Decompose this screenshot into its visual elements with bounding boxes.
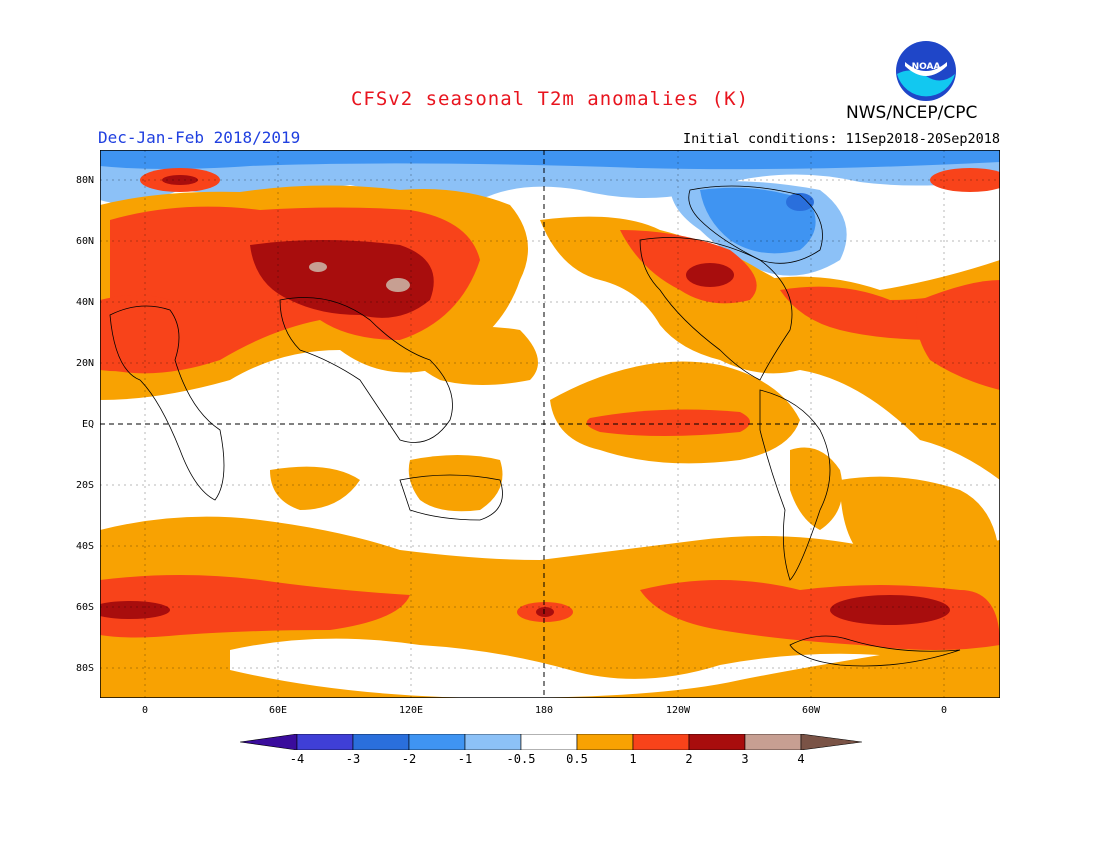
lat-label-40s: 40S	[75, 541, 94, 552]
anomaly-region-siberia-hot	[250, 240, 434, 318]
anomaly-region-npac-warm-outer	[540, 216, 827, 374]
colorbar-segment-10	[800, 734, 862, 750]
colorbar-label-m3: -3	[345, 752, 361, 766]
colorbar-segment-2	[352, 734, 410, 750]
colorbar-segment-0	[240, 734, 298, 750]
anomaly-region-tasman-hot	[536, 607, 554, 617]
lon-label-120w: 120W	[665, 705, 691, 716]
colorbar-segment-6	[576, 734, 634, 750]
lat-label-80s: 80S	[75, 663, 94, 674]
initial-conditions-label: Initial conditions: 11Sep2018-20Sep2018	[683, 131, 1000, 147]
lon-label-0: 0	[141, 705, 149, 716]
colorbar-segment-7	[632, 734, 690, 750]
anomaly-region-wpac-warm	[400, 326, 538, 385]
noaa-logo-icon: NOAA	[896, 41, 956, 101]
colorbar-label-1: 1	[629, 752, 637, 766]
colorbar-label-m4: -4	[289, 752, 305, 766]
anomaly-map	[100, 150, 1000, 698]
anomaly-region-siberia-extreme-1	[309, 262, 327, 272]
colorbar-label-4: 4	[797, 752, 805, 766]
colorbar-segment-4	[464, 734, 522, 750]
lat-label-60n: 60N	[75, 236, 94, 247]
anomaly-region-siberia-extreme-2	[386, 278, 410, 292]
colorbar-label-05: 0.5	[566, 752, 588, 766]
anomaly-region-antarctica-neutral	[230, 638, 880, 698]
agency-label: NWS/NCEP/CPC	[846, 103, 978, 123]
anomaly-region-canada-cold-center	[786, 193, 814, 211]
anomaly-region-south-america-warm	[790, 447, 843, 530]
anomaly-region-indian-warm	[270, 466, 360, 510]
lat-label-20n: 20N	[75, 358, 94, 369]
colorbar-segment-9	[744, 734, 802, 750]
lat-label-eq: EQ	[81, 419, 94, 430]
anomaly-region-wafrica-warm	[100, 295, 180, 372]
colorbar-segment-1	[296, 734, 354, 750]
lat-label-60s: 60S	[75, 602, 94, 613]
lat-label-80n: 80N	[75, 175, 94, 186]
season-label: Dec-Jan-Feb 2018/2019	[98, 128, 301, 147]
anomaly-region-enso-warm	[586, 409, 750, 436]
lat-label-20s: 20S	[75, 480, 94, 491]
anomaly-region-namerica-hot	[686, 263, 734, 287]
colorbar-label-m05: -0.5	[506, 752, 536, 766]
colorbar-label-m2: -2	[401, 752, 417, 766]
lon-label-180: 180	[534, 705, 554, 716]
anomaly-region-aus-warm	[408, 455, 503, 512]
noaa-logo-text: NOAA	[912, 62, 941, 72]
anomaly-region-amundsen-hot	[830, 595, 950, 625]
colorbar-label-2: 2	[685, 752, 693, 766]
colorbar-segment-8	[688, 734, 746, 750]
colorbar-segment-3	[408, 734, 466, 750]
anomaly-region-southern-hot-west	[100, 601, 170, 619]
anomaly-region-africa-warm	[916, 280, 1000, 390]
colorbar	[240, 734, 862, 750]
colorbar-label-m1: -1	[457, 752, 473, 766]
lon-label-60e: 60E	[268, 705, 288, 716]
graticule	[100, 150, 1000, 698]
map-title: CFSv2 seasonal T2m anomalies (K)	[350, 88, 750, 110]
lon-label-60w: 60W	[801, 705, 821, 716]
colorbar-segment-5	[520, 734, 578, 750]
colorbar-label-3: 3	[741, 752, 749, 766]
anomaly-region-southern-ocean-warm-west	[100, 575, 410, 638]
coastlines	[109, 185, 961, 667]
lat-label-40n: 40N	[75, 297, 94, 308]
lon-label-0-east: 0	[940, 705, 948, 716]
lon-label-120e: 120E	[398, 705, 424, 716]
anomaly-region-arctic-cold-core	[100, 150, 1000, 170]
